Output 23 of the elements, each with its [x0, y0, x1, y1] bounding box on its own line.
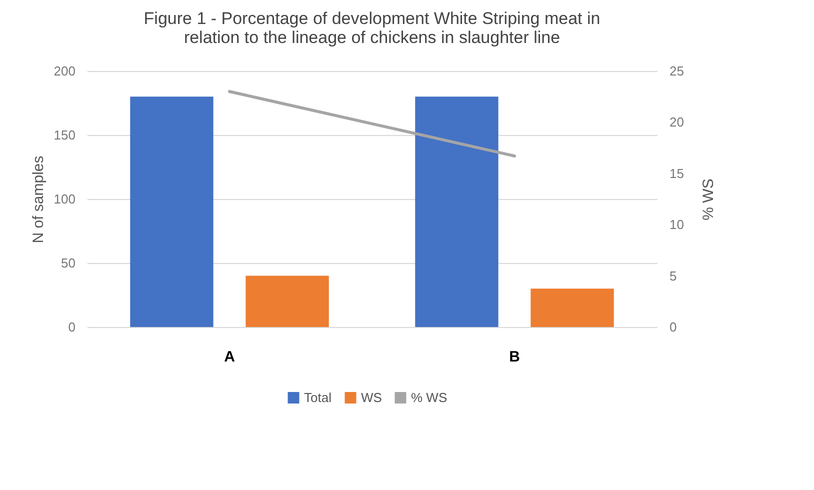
- x-tick-label: A: [224, 348, 236, 366]
- legend-label: Total: [304, 390, 332, 405]
- y2-tick-label: 0: [670, 320, 677, 334]
- bar: [130, 96, 214, 327]
- y-tick-label: 150: [54, 128, 76, 142]
- y-tick-label: 200: [54, 64, 76, 78]
- legend-label: WS: [361, 390, 382, 405]
- y2-axis-title: % WS: [700, 178, 717, 220]
- bar: [530, 288, 614, 327]
- y2-tick-label: 5: [670, 268, 677, 284]
- y2-tick-label: 15: [670, 166, 684, 181]
- x-tick-label: B: [509, 348, 520, 366]
- y-axis-title: N of samples: [30, 156, 47, 244]
- y2-tick-label: 20: [670, 114, 684, 130]
- y2-tick-label: 10: [670, 217, 684, 232]
- y2-tick-label: 25: [670, 64, 684, 78]
- y-tick-label: 50: [61, 256, 76, 270]
- y-tick-label: 0: [68, 320, 76, 334]
- legend-label: % WS: [411, 390, 448, 405]
- y-tick-label: 100: [54, 192, 76, 206]
- chart-title: Figure 1 - Porcentage of development White Striping meat in relation to the lineage of chickens in slaughter line: [144, 9, 600, 47]
- bar: [246, 276, 329, 327]
- bar: [415, 96, 498, 327]
